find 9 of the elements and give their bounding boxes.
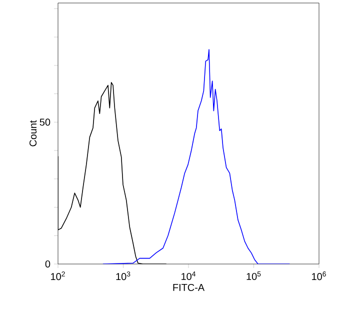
y-axis-title: Count bbox=[30, 120, 37, 146]
y-tick-label: 0 bbox=[45, 260, 50, 268]
x-axis-title: FITC-A bbox=[173, 284, 205, 291]
x-tick-label: 10$^{5}$ bbox=[246, 272, 261, 280]
x-tick-label: 10$^{6}$ bbox=[312, 272, 326, 280]
x-tick-label: 10$^{3}$ bbox=[116, 272, 130, 280]
x-tick-label: 10$^{2}$ bbox=[51, 272, 65, 280]
y-tick-label: 50 bbox=[40, 118, 50, 126]
x-tick-label: 10$^{4}$ bbox=[182, 272, 196, 280]
